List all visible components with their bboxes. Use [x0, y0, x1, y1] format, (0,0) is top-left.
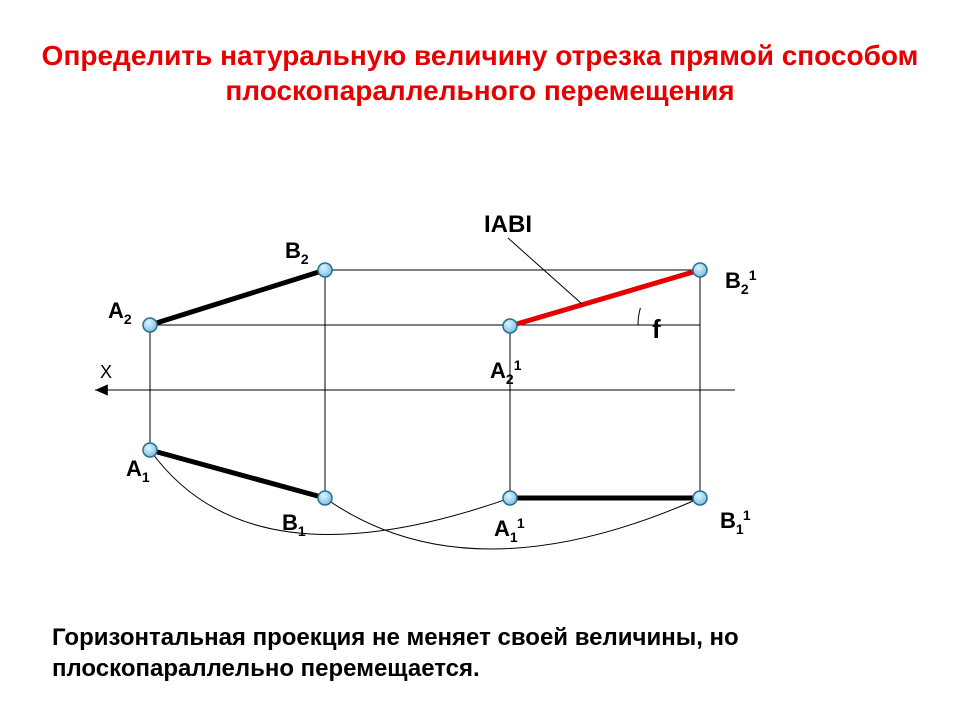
angle-arc — [638, 308, 640, 325]
point-label-A11: A11 — [494, 515, 525, 545]
point-label-A21: A21 — [490, 357, 522, 387]
point-label-B11: B11 — [720, 507, 751, 537]
segment-A2B2 — [150, 270, 325, 325]
point-label-A2: A2 — [108, 298, 132, 327]
point-B11 — [693, 491, 707, 505]
point-label-B2: B2 — [285, 238, 309, 267]
point-B21 — [693, 263, 707, 277]
point-B1 — [318, 491, 332, 505]
point-A2 — [143, 318, 157, 332]
x-axis-label: X — [100, 362, 112, 382]
point-label-B1: B1 — [282, 510, 306, 539]
geometry-diagram: Xf ΙАВΙ A2 B2 A21 B21 A1 B1 A11 B11 — [0, 0, 960, 720]
ab-callout-line — [508, 238, 582, 304]
point-label-A1: A1 — [126, 456, 150, 485]
point-A21 — [503, 319, 517, 333]
point-A11 — [503, 491, 517, 505]
point-A1 — [143, 443, 157, 457]
segment-A21B21 — [510, 270, 700, 326]
ab-callout-label: ΙАВΙ — [484, 211, 532, 238]
footer-note: Горизонтальная проекция не меняет своей … — [52, 622, 908, 684]
point-B2 — [318, 263, 332, 277]
angle-label: f — [652, 314, 661, 344]
segment-A1B1 — [150, 450, 325, 498]
x-axis-arrow — [95, 384, 108, 395]
point-label-B21: B21 — [725, 267, 757, 297]
